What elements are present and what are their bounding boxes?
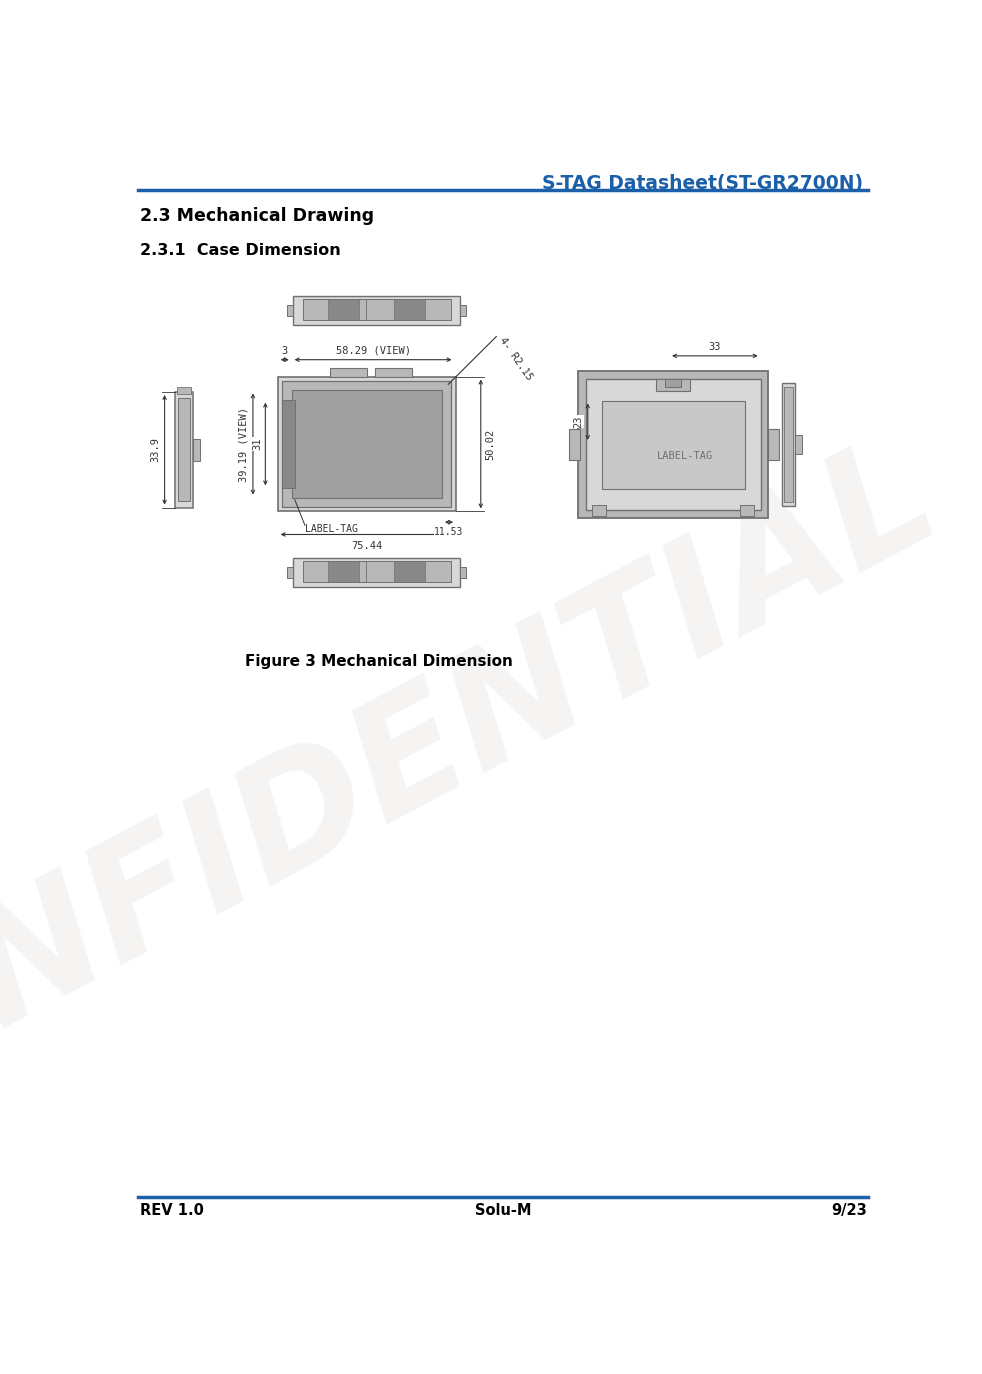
Polygon shape <box>602 400 745 489</box>
Polygon shape <box>460 567 466 577</box>
Polygon shape <box>665 379 681 386</box>
Text: LABEL-TAG: LABEL-TAG <box>657 451 713 460</box>
Text: 11.53: 11.53 <box>434 526 464 537</box>
Polygon shape <box>394 561 425 583</box>
Text: 2.3.1  Case Dimension: 2.3.1 Case Dimension <box>139 243 341 258</box>
Polygon shape <box>656 379 690 392</box>
Polygon shape <box>328 561 359 583</box>
Polygon shape <box>740 506 754 517</box>
Text: Solu-M: Solu-M <box>475 1202 531 1217</box>
Polygon shape <box>330 368 367 376</box>
Polygon shape <box>192 440 200 460</box>
Polygon shape <box>176 392 192 507</box>
Polygon shape <box>794 436 801 453</box>
Text: REV 1.0: REV 1.0 <box>139 1202 203 1217</box>
Polygon shape <box>278 376 456 511</box>
Polygon shape <box>374 368 411 376</box>
Polygon shape <box>283 400 295 488</box>
Polygon shape <box>784 386 793 502</box>
Polygon shape <box>783 383 794 506</box>
Polygon shape <box>292 390 442 497</box>
Polygon shape <box>294 295 460 326</box>
Polygon shape <box>394 300 425 320</box>
Polygon shape <box>178 398 191 502</box>
Polygon shape <box>460 305 466 316</box>
Text: 9/23: 9/23 <box>831 1202 867 1217</box>
Text: Figure 3 Mechanical Dimension: Figure 3 Mechanical Dimension <box>245 654 513 669</box>
Text: 50.02: 50.02 <box>485 429 496 460</box>
Text: LABEL-TAG: LABEL-TAG <box>304 523 357 533</box>
Polygon shape <box>283 381 452 507</box>
Polygon shape <box>302 561 451 583</box>
Polygon shape <box>287 567 294 577</box>
Polygon shape <box>570 429 580 460</box>
Polygon shape <box>578 371 768 518</box>
Text: 2.3 Mechanical Drawing: 2.3 Mechanical Drawing <box>139 207 374 225</box>
Polygon shape <box>328 300 359 320</box>
Text: CONFIDENTIAL: CONFIDENTIAL <box>0 416 961 1176</box>
Text: 4- R2.15: 4- R2.15 <box>498 335 535 382</box>
Text: 33.9: 33.9 <box>150 437 160 462</box>
Polygon shape <box>287 305 294 316</box>
Polygon shape <box>177 387 191 393</box>
Text: 39.19 (VIEW): 39.19 (VIEW) <box>239 407 248 481</box>
Text: 33: 33 <box>709 342 721 352</box>
Polygon shape <box>592 506 606 517</box>
Polygon shape <box>586 379 761 510</box>
Text: 75.44: 75.44 <box>352 540 383 551</box>
Text: 3: 3 <box>282 346 288 356</box>
Text: 58.29 (VIEW): 58.29 (VIEW) <box>336 346 410 356</box>
Text: 31: 31 <box>252 438 262 451</box>
Polygon shape <box>294 558 460 587</box>
Text: S-TAG Datasheet(ST-GR2700N): S-TAG Datasheet(ST-GR2700N) <box>542 174 863 194</box>
Polygon shape <box>302 300 451 320</box>
Text: 23: 23 <box>573 415 583 427</box>
Polygon shape <box>768 429 779 460</box>
